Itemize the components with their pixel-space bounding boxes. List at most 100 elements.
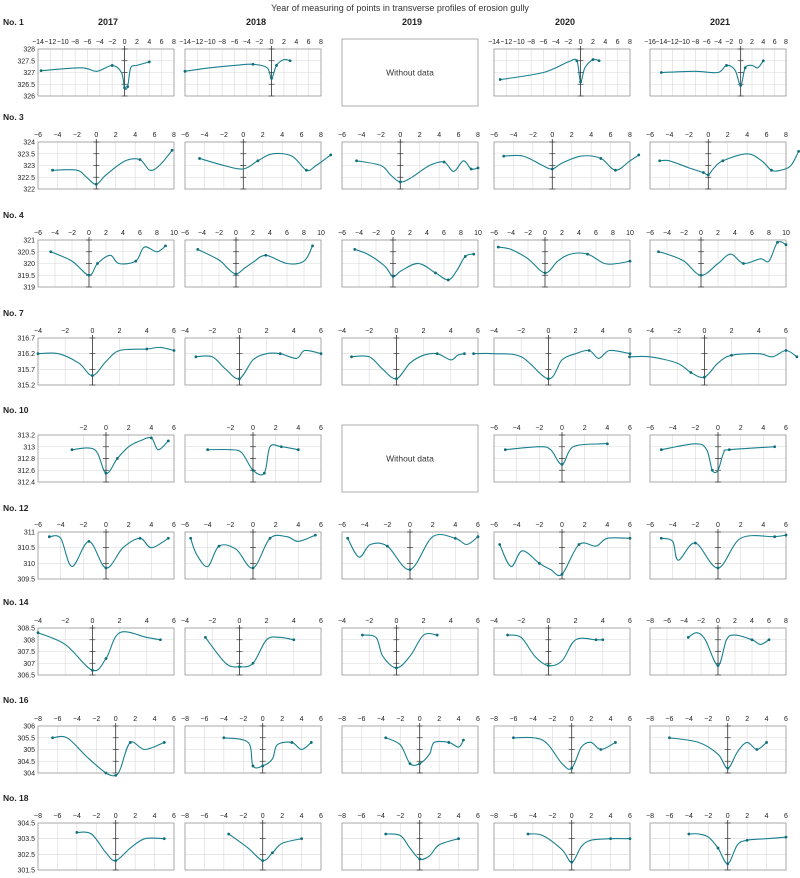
profile-point <box>104 771 108 775</box>
profile-point <box>395 377 398 381</box>
x-tick-label: 10 <box>170 230 178 237</box>
x-tick-label: −4 <box>338 328 346 335</box>
profile-line-r6-2018 <box>204 636 294 668</box>
x-tick-label: 10 <box>474 230 482 237</box>
y-tick-label: 307 <box>23 661 35 668</box>
x-tick-label: −6 <box>338 132 346 139</box>
y-tick-label: 320.5 <box>17 249 35 256</box>
x-tick-label: −2 <box>529 132 537 139</box>
profile-point <box>435 633 439 637</box>
profile-point <box>773 445 777 449</box>
profile-panel-r4-2019: Without data <box>341 424 479 493</box>
x-tick-label: 4 <box>153 716 157 723</box>
x-tick-label: −4 <box>507 230 515 237</box>
x-tick-label: −6 <box>83 39 91 46</box>
row-label-no14: No. 14 <box>3 597 29 607</box>
x-tick-label: 2 <box>574 328 578 335</box>
row-label-no4: No. 4 <box>3 210 24 220</box>
x-tick-label: 10 <box>626 230 634 237</box>
profile-point <box>300 837 303 841</box>
x-tick-label: 0 <box>237 618 241 625</box>
profile-panel-r8-2021: −8 −6 −4 −2 0 2 4 6 <box>646 813 788 871</box>
profile-point <box>234 272 238 276</box>
profile-point <box>726 862 730 866</box>
x-tick-label: 8 <box>172 39 176 46</box>
profile-point <box>114 773 118 777</box>
x-tick-label: −4 <box>361 522 369 529</box>
y-tick-label: 305.5 <box>17 735 35 742</box>
profile-point <box>166 439 170 443</box>
x-tick-label: 2 <box>261 132 265 139</box>
x-tick-label: −2 <box>239 716 247 723</box>
x-tick-label: 4 <box>425 230 429 237</box>
profile-point <box>309 741 313 744</box>
profile-point <box>457 837 460 841</box>
profile-line-r1-2020 <box>503 154 640 171</box>
profile-line-r1-2019 <box>356 160 479 183</box>
x-tick-label: −12 <box>44 39 56 46</box>
profile-line-r0-2021 <box>661 60 764 86</box>
x-tick-label: 4 <box>765 716 769 723</box>
x-tick-label: −2 <box>680 230 688 237</box>
x-tick-label: −2 <box>73 132 81 139</box>
x-tick-label: −6 <box>181 522 189 529</box>
x-tick-label: −6 <box>703 39 711 46</box>
plot-frame <box>37 239 175 288</box>
x-tick-label: 0 <box>408 522 412 529</box>
x-tick-label: −4 <box>53 132 61 139</box>
x-tick-label: 2 <box>104 230 108 237</box>
x-tick-label: −8 <box>181 716 189 723</box>
profile-point <box>668 736 671 740</box>
x-tick-label: −2 <box>372 230 380 237</box>
x-tick-label: −8 <box>181 813 189 820</box>
profile-point <box>75 831 79 834</box>
x-tick-label: 4 <box>577 230 581 237</box>
x-tick-label: −2 <box>564 39 572 46</box>
profile-point <box>196 248 200 251</box>
profile-panel-r3-2018: −4 −2 0 2 4 6 <box>181 328 323 386</box>
profile-point <box>114 859 118 862</box>
profile-point <box>743 66 747 70</box>
x-tick-label: 0 <box>716 425 720 432</box>
profile-point <box>658 159 662 163</box>
x-tick-label: 4 <box>761 425 765 432</box>
row-label-no16: No. 16 <box>3 695 29 705</box>
plot-frame <box>493 725 631 774</box>
profile-point <box>537 561 541 565</box>
x-tick-label: 6 <box>285 230 289 237</box>
row-label-no18: No. 18 <box>3 793 29 803</box>
profile-point <box>730 353 733 357</box>
profile-line-r1-2017 <box>52 149 173 185</box>
profile-point <box>599 157 603 160</box>
profile-panel-r0-2021: −16 −14 −12 −10 −8 −6 −4 −2 0 2 4 6 8 <box>644 39 788 97</box>
x-tick-label: −4 <box>57 522 65 529</box>
x-tick-label: −2 <box>517 328 525 335</box>
x-tick-label: −4 <box>646 328 654 335</box>
x-tick-label: −8 <box>34 813 42 820</box>
profile-point <box>104 566 108 570</box>
x-tick-label: −4 <box>490 328 498 335</box>
profile-point <box>36 352 40 356</box>
x-tick-label: −2 <box>220 132 228 139</box>
y-tick-label: 327 <box>23 70 35 77</box>
x-tick-label: 8 <box>628 132 632 139</box>
plot-frame <box>37 141 175 190</box>
profile-panel-r5-2018: −6 −4 −2 0 2 4 6 <box>181 522 323 580</box>
x-tick-label: −6 <box>338 230 346 237</box>
x-tick-label: −6 <box>53 813 61 820</box>
x-tick-label: −6 <box>200 716 208 723</box>
profile-point <box>434 271 437 275</box>
profile-point <box>70 448 74 452</box>
profile-panel-r3-2019: −4 −2 0 2 4 6 <box>338 328 480 386</box>
x-tick-label: −8 <box>490 813 498 820</box>
profile-panel-r4-2020: −6 −4 −2 0 2 4 6 <box>490 425 632 483</box>
profile-point <box>498 543 502 546</box>
year-header-2020: 2020 <box>554 17 576 27</box>
profile-line-r7-2019 <box>385 737 464 766</box>
profile-point <box>271 851 274 855</box>
y-tick-label: 304 <box>23 771 35 778</box>
profile-point <box>251 661 255 665</box>
profile-line-r6-2019 <box>362 632 438 669</box>
x-tick-label: 2 <box>265 618 269 625</box>
profile-panel-r0-2017: −14 −12 −10 −8 −6 −4 −2 0 2 4 6 8 326 326.5 327 327.5 32… <box>17 39 176 101</box>
